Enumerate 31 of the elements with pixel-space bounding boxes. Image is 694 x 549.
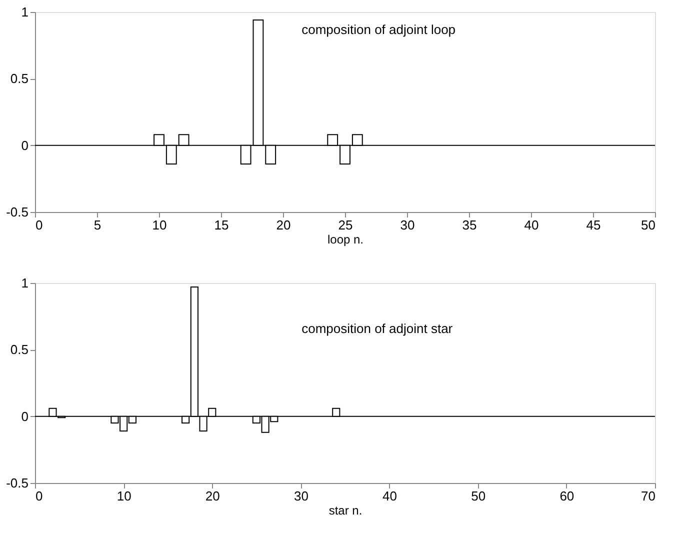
y-tick-label: 0.5: [10, 342, 28, 358]
y-tick-label: -0.5: [6, 476, 28, 490]
y-tick-label: 0.5: [10, 71, 28, 86]
y-tick-label: 1: [21, 4, 28, 20]
x-tick-label: 5: [94, 218, 102, 232]
x-tick-label: 45: [586, 218, 601, 232]
annotation: composition of adjoint loop: [302, 22, 456, 37]
x-tick-label: 0: [36, 488, 43, 504]
x-axis-title: star n.: [328, 504, 362, 518]
x-tick-label: 60: [560, 488, 574, 504]
x-tick-label: 20: [276, 218, 291, 232]
x-tick-label: 70: [641, 488, 656, 504]
x-tick-label: 20: [205, 488, 220, 504]
annotation: composition of adjoint star: [302, 321, 454, 336]
y-tick-label: 1: [21, 276, 28, 290]
y-tick-label: 0: [21, 408, 28, 424]
x-tick-label: 40: [382, 488, 398, 504]
x-tick-label: 50: [641, 218, 656, 232]
x-tick-label: 15: [214, 218, 229, 232]
x-tick-label: 10: [152, 218, 167, 232]
y-tick-label: -0.5: [6, 204, 28, 220]
x-tick-label: 0: [36, 218, 43, 232]
x-axis-title: loop n.: [327, 232, 364, 246]
x-tick-label: 30: [400, 218, 415, 232]
x-tick-label: 35: [462, 218, 477, 232]
x-tick-label: 10: [116, 488, 132, 504]
y-tick-label: 0: [21, 138, 28, 153]
x-tick-label: 50: [471, 488, 486, 504]
x-tick-label: 30: [294, 488, 308, 504]
x-tick-label: 40: [524, 218, 539, 232]
x-tick-label: 25: [338, 218, 353, 232]
